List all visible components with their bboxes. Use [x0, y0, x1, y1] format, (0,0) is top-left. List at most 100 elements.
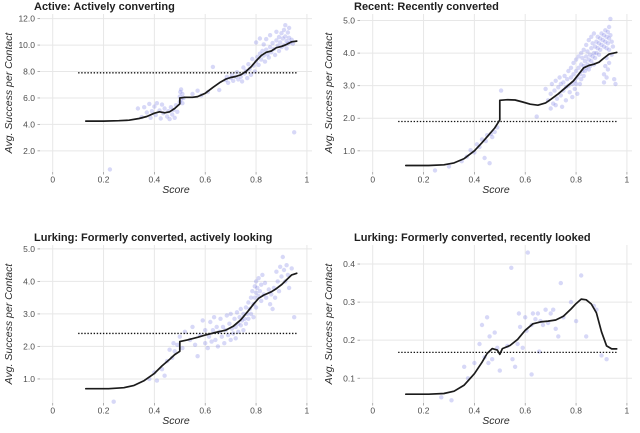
scatter-point — [582, 59, 588, 64]
scatter-point — [229, 72, 235, 78]
scatter-point — [274, 38, 279, 43]
scatter-point — [246, 61, 251, 67]
scatter-point — [487, 334, 492, 339]
scatter-point — [497, 368, 502, 373]
scatter-point — [530, 311, 536, 316]
panel-title: Active: Actively converting — [34, 1, 175, 13]
scatter-point — [255, 285, 260, 291]
scatter-point — [289, 266, 294, 271]
scatter-point — [266, 55, 271, 60]
y-tick-label: 12.0 — [18, 14, 35, 24]
scatter-point — [490, 134, 495, 140]
scatter-point — [180, 91, 185, 97]
scatter-point — [598, 47, 603, 52]
x-tick-label: 0 — [50, 406, 55, 416]
scatter-point — [573, 81, 579, 87]
scatter-point — [195, 88, 200, 93]
scatter-point — [551, 101, 556, 106]
y-tick-label: 1.0 — [343, 146, 355, 156]
scatter-point — [192, 342, 198, 347]
scatter-point — [567, 90, 572, 95]
y-tick-label: 8.0 — [23, 67, 35, 77]
scatter-point — [553, 326, 558, 331]
scatter-point — [253, 279, 259, 284]
scatter-point — [267, 302, 273, 307]
scatter-point — [175, 109, 180, 115]
scatter-point — [281, 27, 287, 33]
scatter-point — [180, 345, 185, 351]
scatter-point — [594, 39, 599, 44]
scatter-point — [581, 73, 586, 79]
scatter-point — [167, 347, 172, 352]
scatter-point — [178, 87, 184, 92]
scatter-point — [570, 94, 575, 100]
scatter-point — [498, 88, 504, 93]
scatter-point — [568, 75, 574, 80]
scatter-point — [479, 322, 485, 328]
scatter-point — [591, 50, 597, 56]
scatter-point — [209, 339, 214, 344]
scatter-point — [167, 116, 172, 122]
scatter-point — [586, 57, 591, 62]
scatter-point — [601, 33, 607, 38]
scatter-point — [548, 91, 553, 97]
scatter-point — [159, 102, 165, 107]
scatter-point — [589, 59, 594, 64]
scatter-point — [264, 36, 269, 42]
y-tick-label: 3.0 — [343, 81, 355, 91]
x-axis-label: Score — [482, 415, 510, 427]
scatter-point — [543, 86, 548, 92]
x-tick-label: 0.8 — [250, 406, 262, 416]
scatter-point — [246, 300, 251, 305]
scatter-point — [253, 290, 259, 295]
scatter-point — [275, 279, 280, 284]
scatter-point — [462, 364, 467, 369]
scatter-point — [543, 307, 548, 312]
scatter-point — [565, 77, 570, 82]
scatter-point — [584, 334, 589, 339]
scatter-point — [490, 357, 495, 362]
scatter-point — [218, 316, 223, 321]
panel-title: Lurking: Formerly converted, recently lo… — [354, 232, 591, 244]
scatter-point — [228, 311, 233, 317]
scatter-point — [265, 52, 270, 57]
scatter-point — [261, 42, 266, 47]
scatter-point — [248, 72, 254, 78]
scatter-point — [292, 315, 297, 320]
y-tick-label: 1.0 — [23, 374, 35, 384]
scatter-point — [605, 29, 611, 35]
scatter-point — [180, 101, 185, 106]
scatter-point — [262, 59, 268, 64]
scatter-point — [601, 72, 607, 77]
scatter-point — [222, 341, 227, 346]
scatter-point — [486, 360, 491, 366]
scatter-point — [245, 75, 250, 81]
scatter-point — [603, 39, 608, 44]
scatter-point — [148, 115, 153, 121]
scatter-point — [219, 334, 224, 339]
scatter-point — [551, 307, 556, 312]
scatter-point — [568, 65, 574, 71]
scatter-point — [609, 39, 614, 44]
scatter-point — [270, 306, 275, 312]
scatter-point — [576, 54, 581, 59]
scatter-point — [111, 399, 116, 404]
scatter-point — [595, 34, 600, 39]
scatter-point — [553, 78, 558, 84]
scatter-point — [582, 68, 588, 74]
scatter-point — [596, 41, 602, 46]
scatter-point — [285, 30, 291, 35]
scatter-point — [241, 65, 246, 70]
scatter-point — [612, 77, 617, 82]
scatter-point — [589, 34, 594, 39]
scatter-point — [266, 287, 271, 292]
scatter-point — [605, 41, 611, 46]
scatter-point — [190, 91, 195, 97]
scatter-point — [236, 77, 241, 82]
scatter-point — [252, 69, 257, 74]
scatter-point — [576, 65, 581, 71]
scatter-point — [239, 79, 245, 84]
panel-active: Active: Actively converting Avg. Success… — [0, 0, 320, 216]
scatter-point — [598, 36, 603, 41]
